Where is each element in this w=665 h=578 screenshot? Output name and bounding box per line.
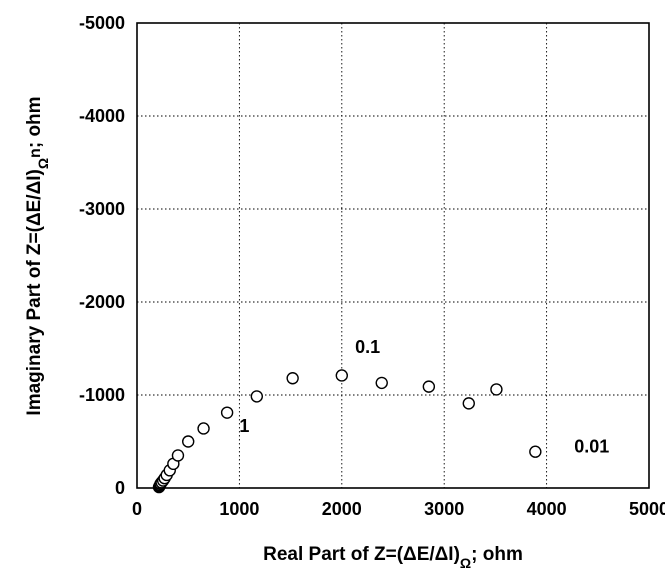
x-axis-title-suffix: ; ohm — [471, 544, 523, 565]
x-axis-title-main: Real Part of Z=(ΔE/ΔI) — [263, 544, 460, 565]
x-tick-label: 3000 — [424, 499, 464, 519]
x-axis-title: Real Part of Z=(ΔE/ΔI)Ω; ohm — [263, 544, 523, 571]
grid-lines — [137, 23, 649, 488]
y-tick-label: -2000 — [79, 292, 125, 312]
x-axis-title-subscript: Ω — [460, 555, 471, 571]
annotations: 1 0.1 0.01 — [239, 337, 609, 457]
data-point — [250, 390, 264, 403]
data-point — [286, 372, 299, 385]
frequency-annotation: 1 — [239, 416, 249, 436]
y-axis-title: Imaginary Part of Z=(ΔE/ΔI)Ωn; ohm — [24, 96, 51, 415]
data-point — [335, 369, 348, 382]
x-tick-label: 4000 — [527, 499, 567, 519]
x-tick-label: 0 — [132, 499, 142, 519]
data-point — [171, 449, 185, 462]
data-point — [197, 422, 210, 435]
y-axis-title-main: Imaginary Part of Z=(ΔE/ΔI) — [24, 169, 45, 415]
y-tick-label: -5000 — [79, 13, 125, 33]
frequency-annotation: 0.01 — [574, 437, 609, 457]
x-tick-label: 1000 — [219, 499, 259, 519]
data-point — [462, 397, 475, 410]
x-tick-label: 2000 — [322, 499, 362, 519]
x-axis-ticks: 0 1000 2000 3000 4000 5000 — [132, 499, 665, 519]
data-point — [529, 445, 542, 458]
y-axis-ticks: 0 -1000 -2000 -3000 -4000 -5000 — [79, 13, 125, 498]
plot-frame — [136, 22, 650, 489]
y-tick-label: -4000 — [79, 106, 125, 126]
x-tick-label: 5000 — [629, 499, 665, 519]
y-axis-title-suffix: ; ohm — [24, 96, 45, 148]
data-point — [490, 383, 503, 396]
frequency-annotation: 0.1 — [355, 337, 380, 357]
data-point — [375, 376, 388, 390]
y-tick-label: -1000 — [79, 385, 125, 405]
data-points — [152, 369, 542, 494]
data-point — [422, 380, 436, 393]
y-tick-label: -3000 — [79, 199, 125, 219]
y-tick-label: 0 — [115, 478, 125, 498]
y-axis-title-subscript: Ω — [35, 158, 51, 169]
data-point — [181, 435, 195, 448]
y-axis-title-sup: n — [27, 148, 44, 158]
data-point — [220, 406, 234, 419]
